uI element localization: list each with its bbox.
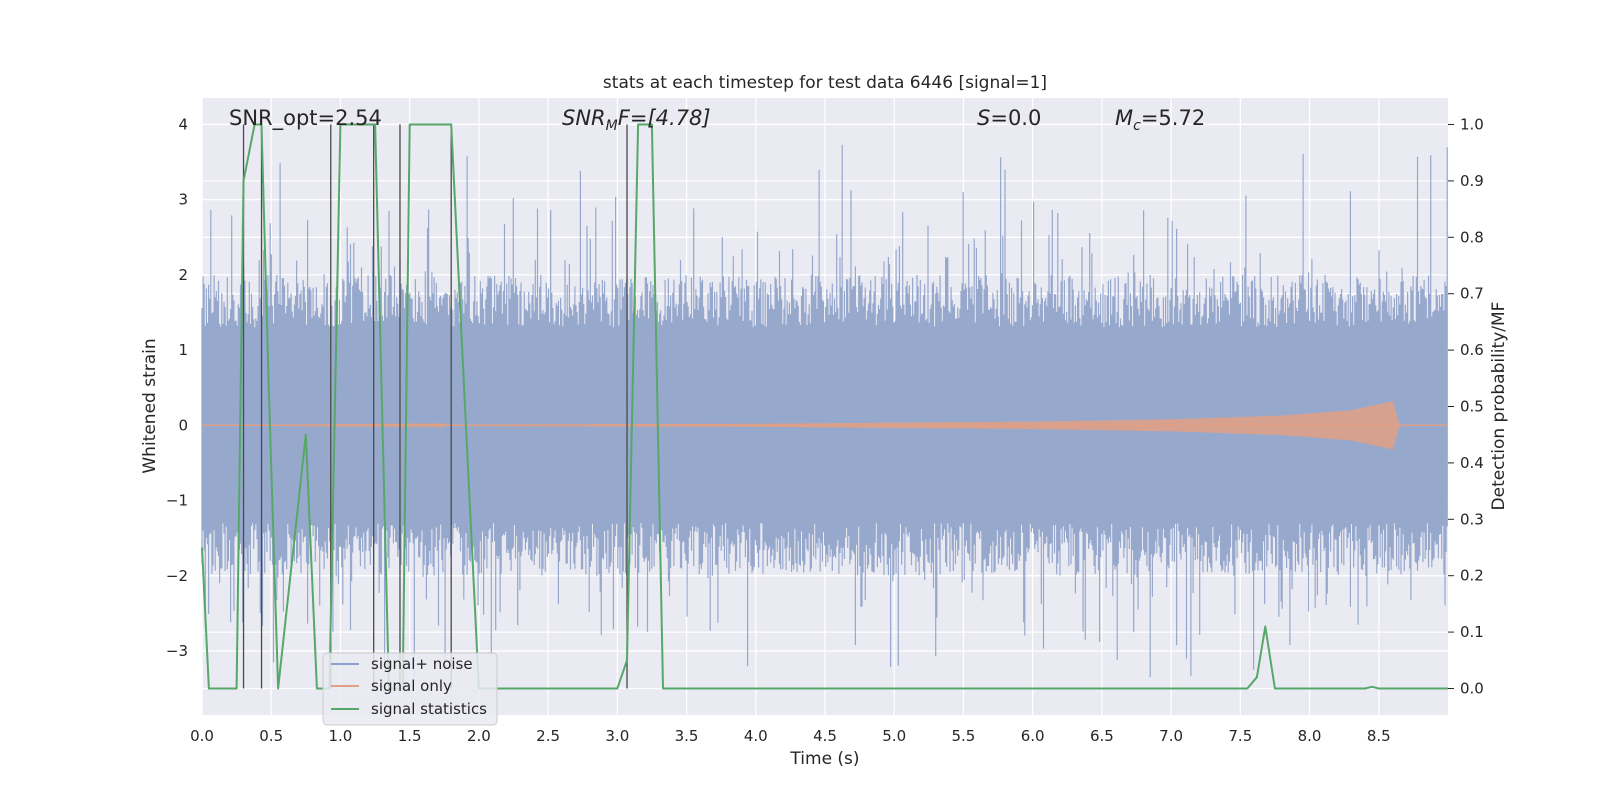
- mc-rest: =5.72: [1141, 106, 1205, 130]
- annotation-mc: Mc=5.72: [1115, 106, 1205, 134]
- x-tick-label: 0.0: [190, 727, 214, 745]
- x-axis-label: Time (s): [789, 749, 859, 769]
- mc-var: M: [1115, 106, 1133, 130]
- y-right-tick-label: 0.1: [1460, 623, 1484, 641]
- annotation-snr-mf: SNRMF=[4.78]: [562, 106, 711, 134]
- chart-title: stats at each timestep for test data 644…: [603, 73, 1047, 93]
- x-tick-label: 2.5: [536, 727, 560, 745]
- snr-mf-main: SNR: [562, 106, 606, 130]
- y-tick-label: 0: [178, 416, 188, 434]
- snr-mf-rest: F=[4.78]: [618, 106, 711, 130]
- x-tick-label: 2.0: [467, 727, 491, 745]
- legend-label-signal-only: signal only: [371, 677, 452, 695]
- y-right-tick-label: 0.6: [1460, 341, 1484, 359]
- x-tick-label: 3.0: [605, 727, 629, 745]
- y-right-tick-label: 0.5: [1460, 398, 1484, 416]
- x-tick-label: 1.0: [329, 727, 353, 745]
- annotation-snr-opt: SNR_opt=2.54: [229, 106, 382, 131]
- y-tick-label: −2: [166, 567, 188, 585]
- x-tick-label: 1.5: [398, 727, 422, 745]
- y-right-tick-label: 1.0: [1460, 116, 1484, 134]
- y-right-tick-label: 0.2: [1460, 567, 1484, 585]
- axis-ticks: 0.0 0.5 1.0 1.5 2.0 2.5 3.0 3.5 4.0 4.5 5.0 5.5 6.0 6…: [166, 115, 1484, 745]
- y-right-tick-label: 0.4: [1460, 454, 1484, 472]
- legend-label-signal-statistics: signal statistics: [371, 700, 487, 718]
- x-tick-label: 6.5: [1090, 727, 1114, 745]
- x-tick-label: 4.5: [813, 727, 837, 745]
- y-right-tick-label: 0.0: [1460, 679, 1484, 697]
- y-tick-label: 2: [178, 266, 188, 284]
- s-rest: =0.0: [990, 106, 1041, 130]
- y-right-tick-label: 0.3: [1460, 510, 1484, 528]
- y-right-tick-label: 0.8: [1460, 228, 1484, 246]
- annotation-s: S=0.0: [977, 106, 1041, 130]
- legend-label-signal-noise: signal+ noise: [371, 655, 473, 673]
- s-var: S: [977, 106, 990, 130]
- x-tick-label: 3.5: [675, 727, 699, 745]
- x-tick-label: 8.5: [1367, 727, 1391, 745]
- y-right-axis-label: Detection probability/MF: [1489, 302, 1509, 511]
- y-tick-label: 3: [178, 191, 188, 209]
- x-tick-label: 6.0: [1021, 727, 1045, 745]
- y-axis-label: Whitened strain: [140, 338, 160, 473]
- x-tick-label: 4.0: [744, 727, 768, 745]
- y-right-tick-label: 0.7: [1460, 285, 1484, 303]
- mc-sub: c: [1133, 118, 1141, 134]
- x-tick-label: 8.0: [1298, 727, 1322, 745]
- x-tick-label: 0.5: [259, 727, 283, 745]
- y-tick-label: −3: [166, 642, 188, 660]
- snr-mf-sub: M: [606, 118, 618, 134]
- y-tick-label: 4: [178, 115, 188, 133]
- x-tick-label: 7.0: [1159, 727, 1183, 745]
- series-signal-only: [202, 401, 1400, 450]
- plot-area: [201, 123, 1448, 690]
- y-tick-label: −1: [166, 492, 188, 510]
- legend: signal+ noise signal only signal statist…: [322, 652, 498, 726]
- x-tick-label: 5.5: [952, 727, 976, 745]
- series-signal-statistics: [201, 123, 1448, 690]
- legend-box: [322, 652, 498, 726]
- x-tick-label: 7.5: [1228, 727, 1252, 745]
- y-tick-label: 1: [178, 341, 188, 359]
- y-right-tick-label: 0.9: [1460, 172, 1484, 190]
- x-tick-label: 5.0: [882, 727, 906, 745]
